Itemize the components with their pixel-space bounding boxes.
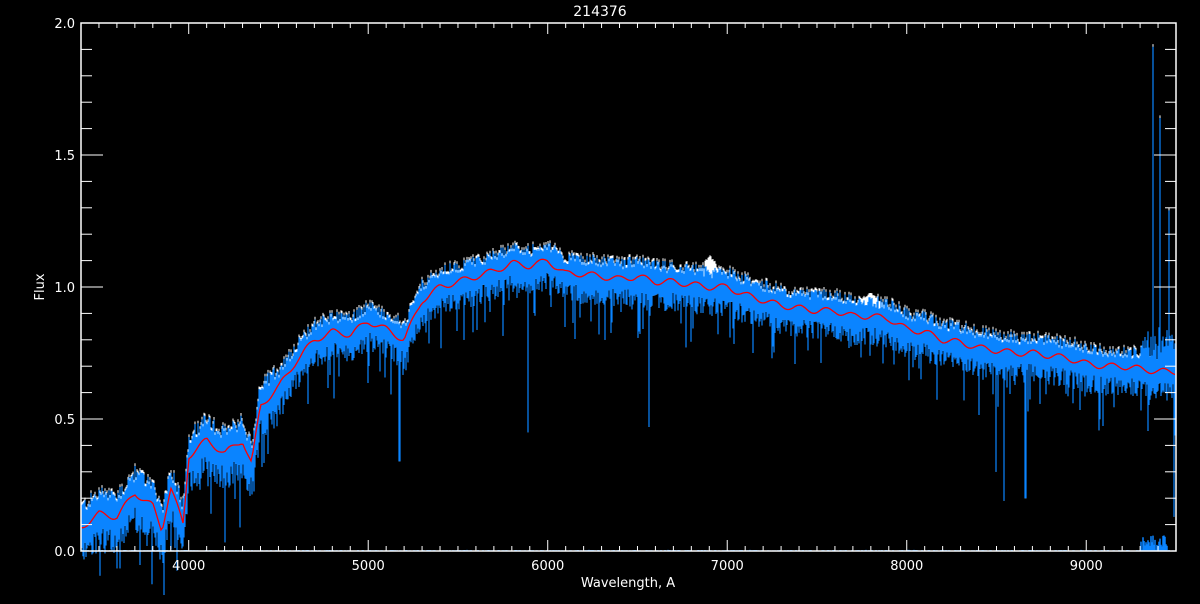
observed-spectrum-series — [81, 46, 1176, 595]
y-tick-label: 0.0 — [54, 545, 75, 560]
x-tick-label: 8000 — [890, 559, 923, 574]
x-axis-label: Wavelength, A — [581, 576, 675, 591]
y-tick-label: 0.5 — [54, 413, 75, 428]
x-tick-label: 7000 — [711, 559, 744, 574]
x-tick-label: 5000 — [352, 559, 385, 574]
y-tick-label: 1.5 — [54, 149, 75, 164]
y-tick-label: 1.0 — [54, 281, 75, 296]
plot-area — [80, 44, 1176, 595]
chart-title: 214376 — [573, 4, 627, 20]
x-tick-label: 9000 — [1070, 559, 1103, 574]
secondary-spectrum-series — [81, 44, 1176, 595]
model-curve-series — [80, 258, 1176, 532]
y-tick-label: 2.0 — [54, 17, 75, 32]
x-tick-label: 6000 — [531, 559, 564, 574]
x-tick-label: 4000 — [172, 559, 205, 574]
axes: 4000 5000 6000 7000 8000 9000 0.0 0.5 1.0 1.5 2.0 — [54, 17, 1177, 574]
error-spectrum-series — [81, 535, 1176, 551]
y-axis-label: Flux — [33, 273, 48, 300]
